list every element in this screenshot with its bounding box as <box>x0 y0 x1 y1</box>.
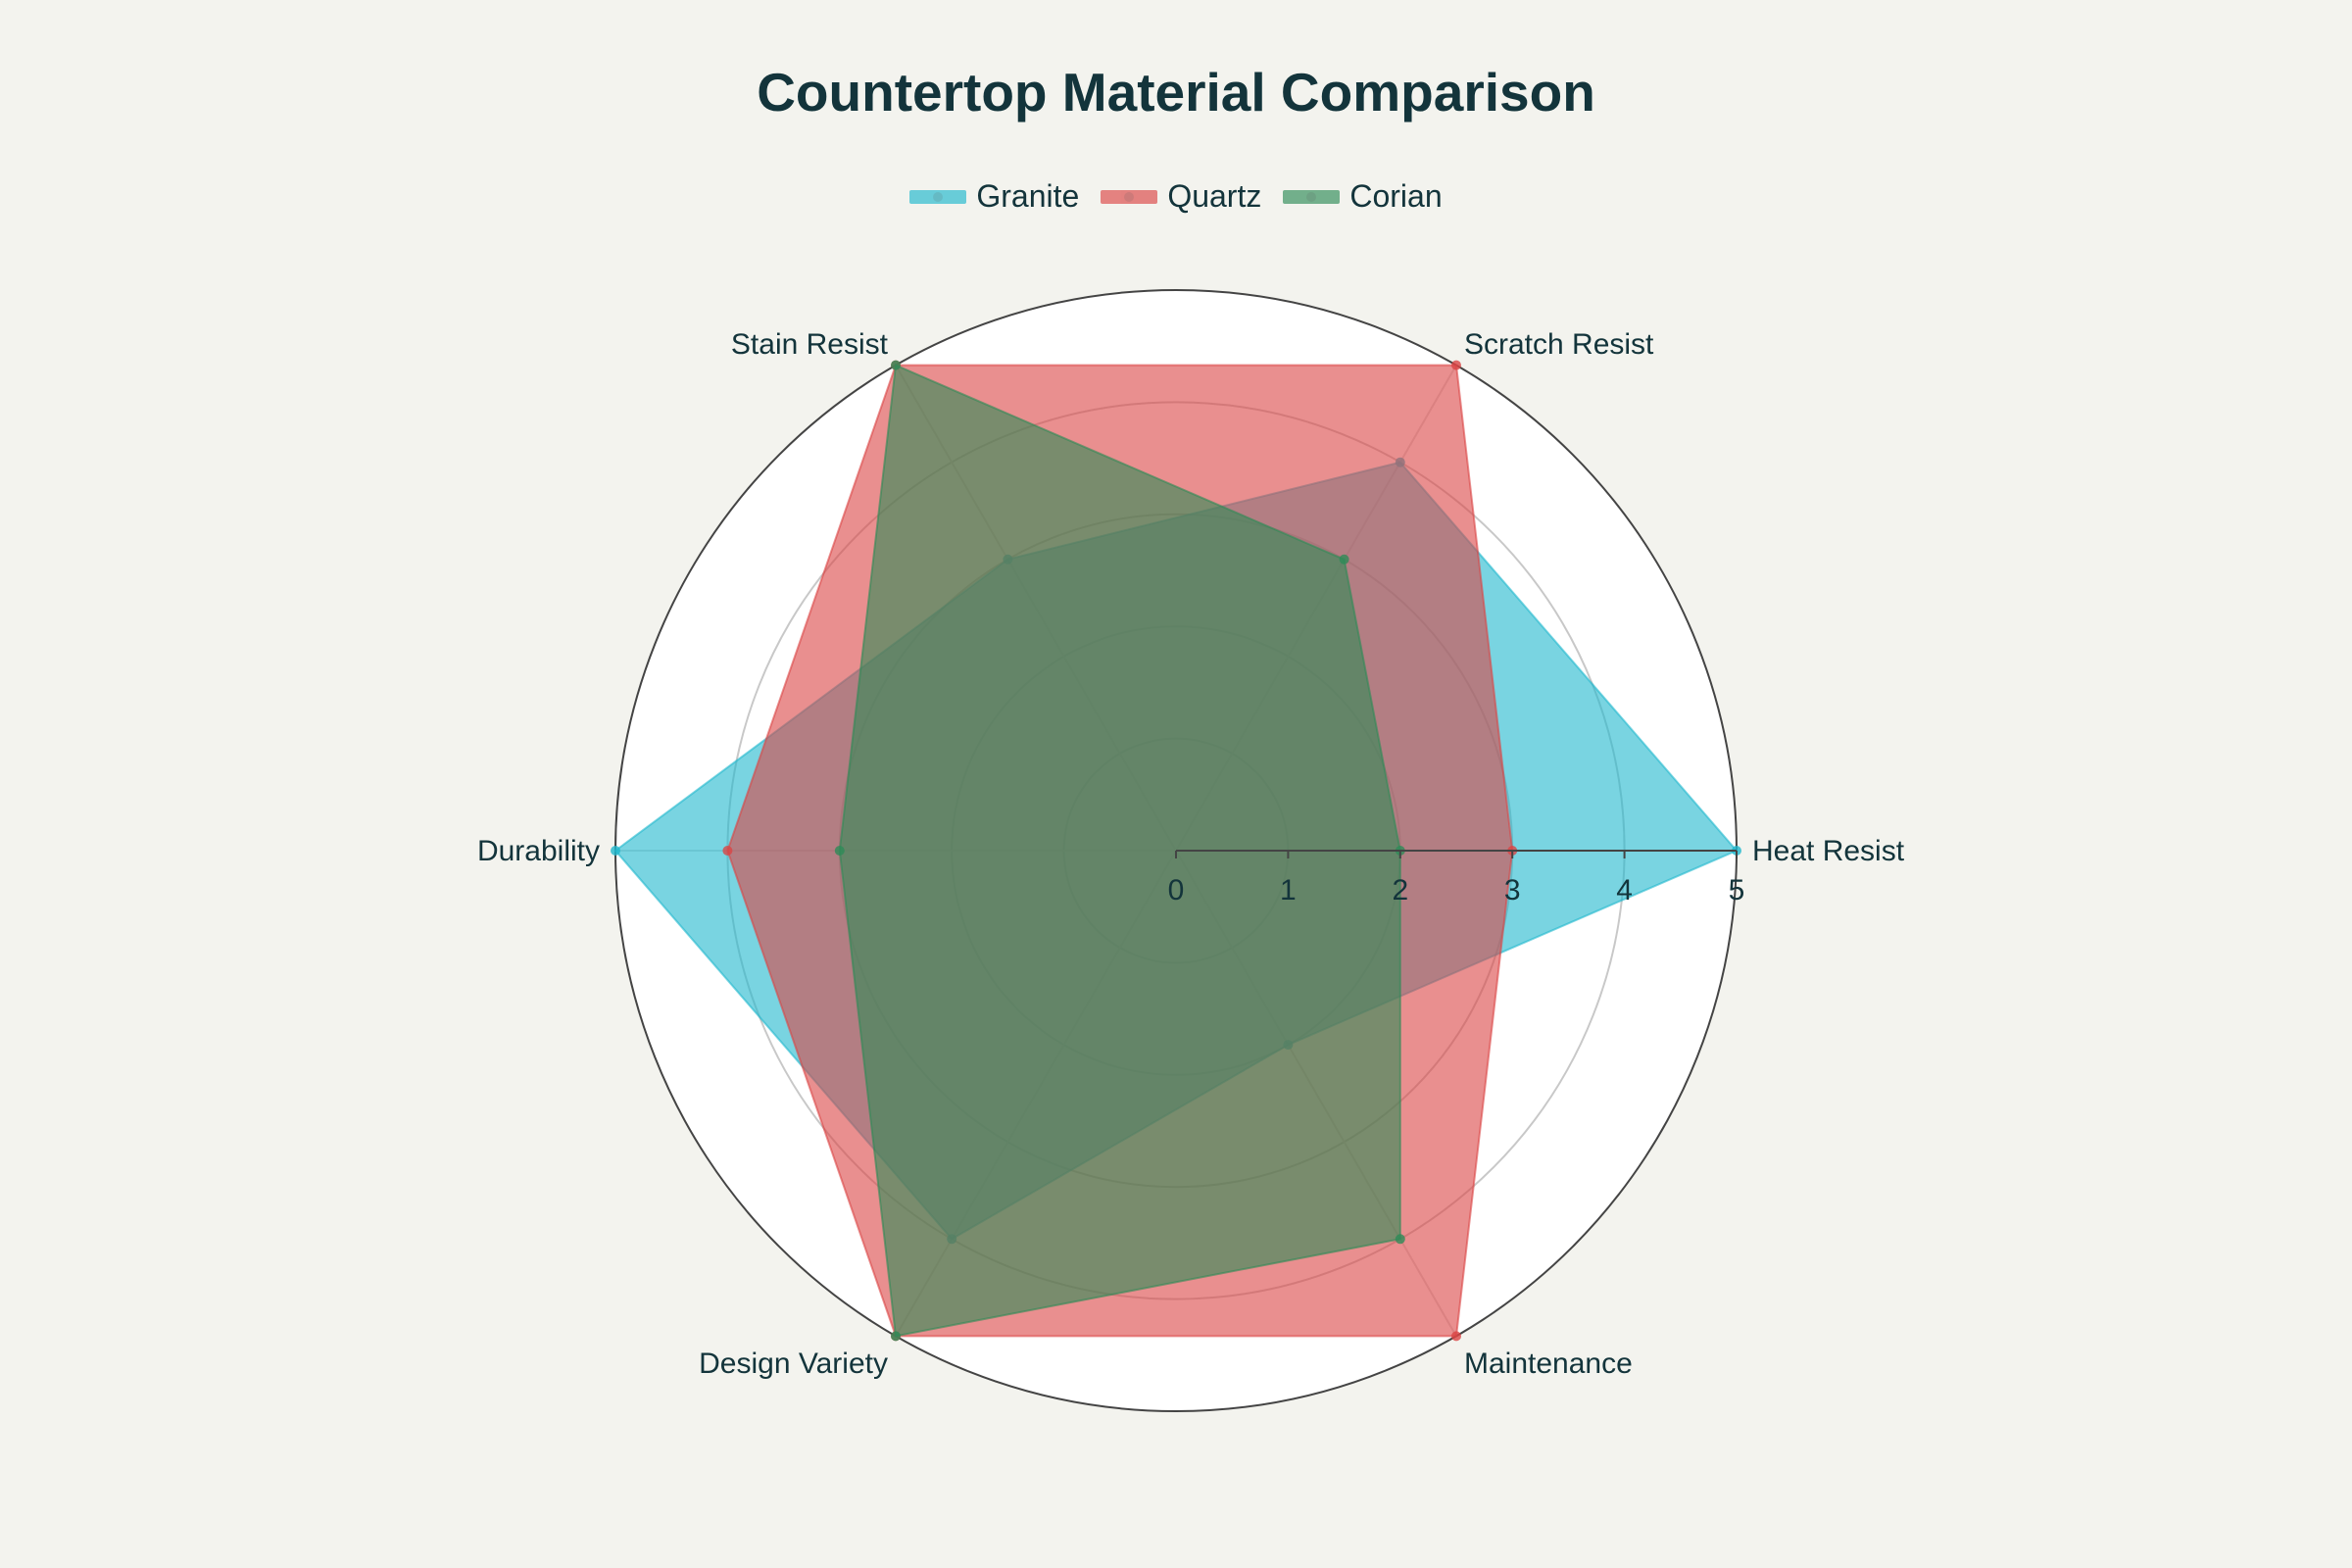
legend-item-quartz[interactable]: Quartz <box>1101 178 1261 215</box>
legend-label-quartz: Quartz <box>1167 178 1262 214</box>
category-label: Stain Resist <box>731 328 889 361</box>
chart-title: Countertop Material Comparison <box>757 62 1595 122</box>
legend-swatch-quartz <box>1101 189 1158 204</box>
legend-item-granite[interactable]: Granite <box>909 178 1079 215</box>
legend-swatch-corian <box>1283 189 1341 204</box>
radial-tick-label: 2 <box>1392 874 1408 906</box>
data-point-corian <box>1395 1234 1405 1245</box>
data-point-corian <box>1339 554 1349 564</box>
data-point-corian <box>891 360 901 370</box>
data-point-granite <box>611 846 620 856</box>
data-point-quartz <box>1451 1331 1461 1342</box>
legend-item-corian[interactable]: Corian <box>1283 178 1443 215</box>
data-point-corian <box>834 846 845 856</box>
category-label: Heat Resist <box>1752 835 1905 867</box>
legend-label-corian: Corian <box>1349 178 1443 214</box>
category-label: Durability <box>477 835 600 867</box>
data-point-corian <box>891 1331 901 1342</box>
legend-label-granite: Granite <box>976 178 1080 214</box>
data-point-quartz <box>722 846 733 856</box>
radial-tick-label: 3 <box>1504 874 1521 906</box>
legend: Granite Quartz Corian <box>0 178 2352 215</box>
data-point-quartz <box>1451 360 1461 370</box>
radial-tick-label: 0 <box>1168 874 1185 906</box>
category-label: Maintenance <box>1464 1348 1633 1380</box>
legend-swatch-granite <box>909 189 967 204</box>
radial-tick-label: 5 <box>1729 874 1745 906</box>
radial-tick-label: 4 <box>1616 874 1633 906</box>
category-label: Scratch Resist <box>1464 328 1654 361</box>
category-label: Design Variety <box>699 1348 888 1380</box>
radial-tick-label: 1 <box>1280 874 1297 906</box>
